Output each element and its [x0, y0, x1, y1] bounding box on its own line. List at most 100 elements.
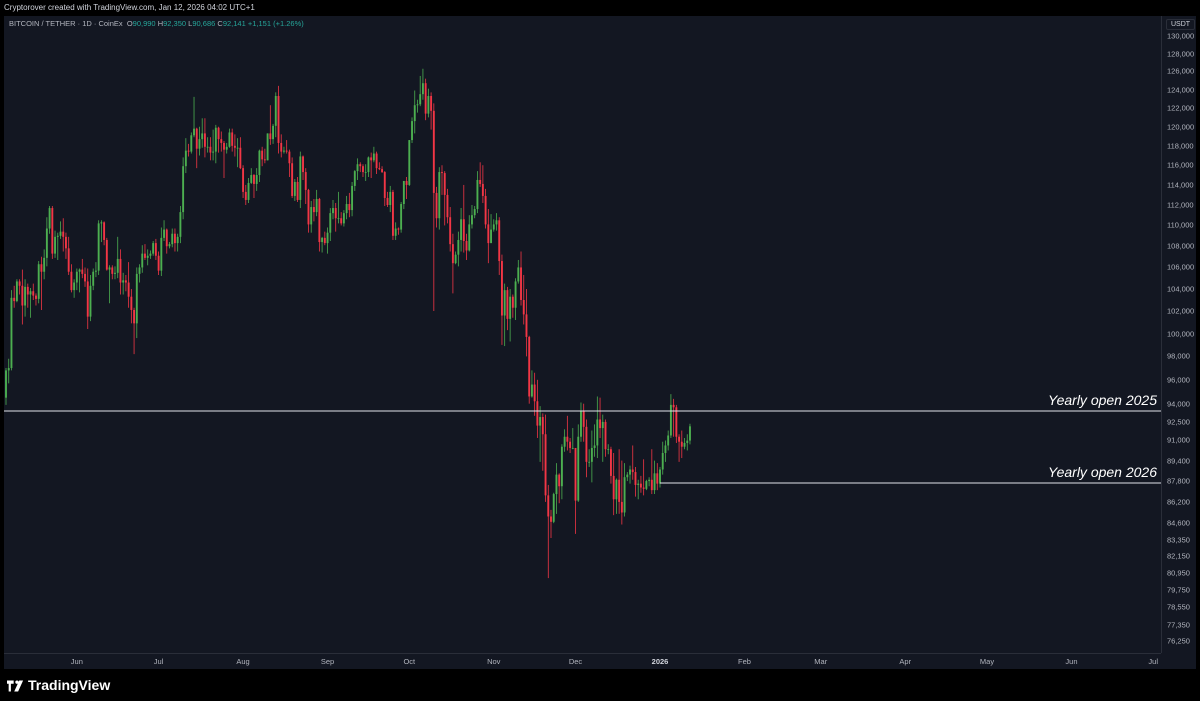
- candle-body: [560, 446, 563, 487]
- price-tick-label: 110,000: [1167, 220, 1194, 230]
- candle-body: [67, 248, 70, 272]
- brand-name[interactable]: TradingView: [28, 677, 111, 693]
- candle-body: [329, 213, 332, 233]
- candle-body: [375, 153, 378, 169]
- candle-body: [40, 264, 43, 272]
- candle-body: [631, 469, 634, 473]
- candle-body: [509, 296, 512, 319]
- candle-body: [645, 481, 648, 489]
- candle-body: [460, 219, 463, 240]
- chart-credit: Cryptorover created with TradingView.com…: [4, 3, 255, 12]
- candle-body: [389, 191, 392, 206]
- chart-frame[interactable]: BITCOIN / TETHER · 1D · CoinEx O90,990 H…: [4, 16, 1196, 669]
- candle-body: [334, 208, 337, 219]
- candle-body: [5, 370, 7, 398]
- low-value: 90,686: [192, 19, 216, 28]
- candle-body: [664, 445, 667, 453]
- candle-body: [397, 228, 400, 230]
- candle-body: [179, 212, 182, 237]
- candle-body: [127, 282, 130, 297]
- candle-body: [253, 175, 255, 184]
- time-tick-label: 2026: [651, 657, 669, 666]
- open-value: 90,990: [132, 19, 156, 28]
- candle-body: [122, 280, 125, 283]
- candle-body: [258, 150, 261, 176]
- candle-body: [283, 150, 285, 152]
- candle-body: [269, 133, 272, 140]
- candle-body: [307, 189, 310, 225]
- candle-body: [154, 243, 157, 256]
- candle-body: [10, 297, 13, 369]
- candle-body: [78, 269, 81, 272]
- change-value: +1,151 (+1.26%): [247, 19, 304, 28]
- candle-body: [103, 222, 106, 240]
- candle-body: [266, 133, 269, 161]
- candle-body: [528, 336, 531, 397]
- candle-body: [203, 133, 206, 147]
- candle-body: [498, 220, 501, 262]
- price-tick-label: 126,000: [1167, 66, 1195, 76]
- candle-body: [250, 175, 253, 183]
- candle-body: [233, 145, 236, 148]
- candle-body: [435, 192, 438, 219]
- candle-body: [525, 314, 528, 337]
- candle-body: [610, 449, 612, 476]
- yearly-open-2025-label[interactable]: Yearly open 2025: [1048, 391, 1157, 408]
- candle-body: [212, 151, 215, 153]
- candle-body: [408, 140, 411, 185]
- price-tick-label: 116,000: [1167, 160, 1194, 170]
- time-tick-label: Dec: [568, 657, 583, 666]
- candle-body: [157, 255, 160, 271]
- candle-body: [585, 426, 588, 462]
- candle-body: [424, 83, 427, 114]
- candle-body: [364, 172, 367, 173]
- candle-body: [689, 426, 691, 441]
- price-tick-label: 102,000: [1167, 306, 1195, 316]
- candle-body: [623, 477, 626, 513]
- candle-body: [476, 179, 479, 210]
- price-tick-label: 120,000: [1167, 122, 1195, 132]
- candlestick-chart[interactable]: [4, 16, 1161, 653]
- time-tick-label: Jun: [70, 657, 83, 666]
- candle-body: [563, 436, 566, 447]
- candle-body: [465, 241, 468, 251]
- candle-body: [84, 273, 86, 282]
- candle-body: [479, 179, 482, 184]
- candle-body: [92, 271, 95, 286]
- currency-badge[interactable]: USDT: [1166, 19, 1196, 30]
- price-tick-label: 124,000: [1167, 85, 1195, 95]
- candle-body: [323, 237, 326, 244]
- candle-body: [438, 172, 441, 219]
- time-axis[interactable]: [4, 653, 1161, 669]
- candle-body: [599, 419, 601, 429]
- candle-body: [255, 175, 258, 184]
- time-tick-label: Nov: [487, 657, 501, 666]
- candle-body: [149, 253, 152, 256]
- candle-body: [503, 290, 506, 316]
- candle-body: [454, 254, 457, 264]
- candle-body: [209, 146, 212, 153]
- candle-body: [416, 104, 419, 106]
- time-tick-label: Jun: [1065, 657, 1078, 666]
- candle-body: [135, 273, 138, 324]
- candle-body: [174, 233, 176, 244]
- candle-body: [370, 157, 373, 161]
- candle-body: [223, 142, 225, 150]
- yearly-open-2026-label[interactable]: Yearly open 2026: [1048, 463, 1157, 480]
- plot-area[interactable]: [4, 16, 1161, 653]
- candle-body: [59, 231, 62, 236]
- candle-body: [182, 166, 185, 213]
- candle-body: [392, 191, 394, 236]
- candle-body: [89, 285, 92, 317]
- price-tick-label: 92,500: [1167, 417, 1190, 427]
- candle-body: [629, 469, 631, 475]
- candle-body: [634, 472, 637, 485]
- time-tick-label: Jul: [1148, 657, 1159, 666]
- candle-body: [272, 125, 274, 140]
- price-axis[interactable]: [1161, 16, 1196, 669]
- candle-body: [315, 198, 318, 213]
- candle-body: [642, 487, 645, 489]
- candle-body: [639, 483, 642, 488]
- price-tick-label: 94,000: [1167, 399, 1190, 409]
- symbol-name[interactable]: BITCOIN / TETHER · 1D · CoinEx: [9, 19, 123, 28]
